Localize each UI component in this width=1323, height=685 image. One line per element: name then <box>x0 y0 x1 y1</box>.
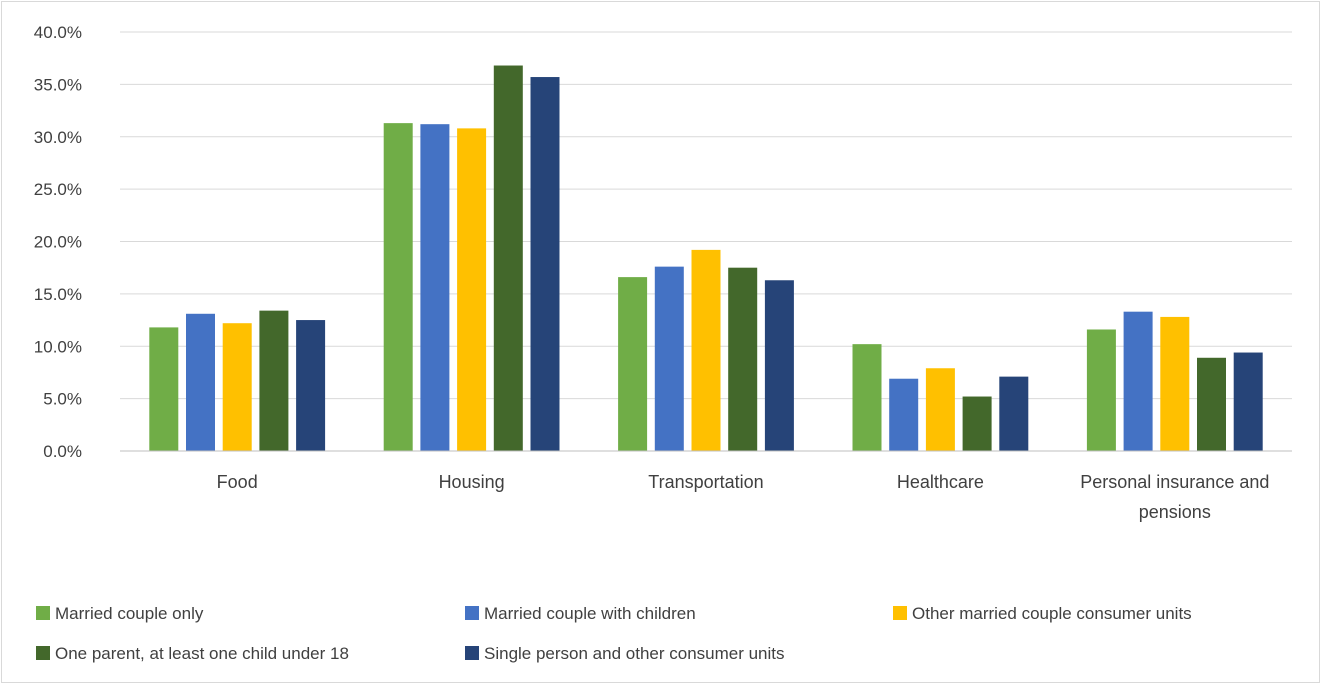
y-tick-label: 40.0% <box>34 23 82 42</box>
legend-swatch <box>893 606 907 620</box>
legend-swatch <box>465 606 479 620</box>
legend-label: Married couple with children <box>484 604 696 623</box>
legend-label: Other married couple consumer units <box>912 604 1192 623</box>
bar <box>1123 311 1153 451</box>
bar <box>925 368 955 451</box>
y-tick-label: 10.0% <box>34 337 82 356</box>
legend-label: One parent, at least one child under 18 <box>55 644 349 663</box>
bar <box>654 266 684 451</box>
bar <box>259 310 289 451</box>
x-category-label: pensions <box>1139 502 1211 522</box>
legend-swatch <box>36 646 50 660</box>
y-axis-tick-labels: 0.0% 5.0% 10.0% 15.0% 20.0% 25.0% 30.0% 35.0% 40… <box>34 23 82 461</box>
bar <box>186 313 215 451</box>
y-tick-label: 35.0% <box>34 75 82 94</box>
x-category-label: Food <box>217 472 258 492</box>
x-category-label: Housing <box>439 472 505 492</box>
bar <box>889 378 919 451</box>
bar <box>691 249 721 451</box>
bar <box>999 376 1029 451</box>
bar <box>222 323 252 451</box>
y-tick-label: 5.0% <box>43 390 82 409</box>
y-tick-label: 0.0% <box>43 442 82 461</box>
bar <box>1197 357 1226 451</box>
bar <box>962 396 992 451</box>
y-tick-label: 25.0% <box>34 180 82 199</box>
y-tick-label: 15.0% <box>34 285 82 304</box>
x-category-label: Healthcare <box>897 472 984 492</box>
legend-label: Married couple only <box>55 604 204 623</box>
bar <box>728 267 758 451</box>
bar <box>457 128 487 451</box>
bars <box>149 65 1263 452</box>
bar <box>764 280 794 451</box>
bar <box>618 277 648 451</box>
y-tick-label: 20.0% <box>34 233 82 252</box>
bar <box>1233 352 1263 451</box>
legend: Married couple only Married couple with c… <box>36 604 1192 663</box>
x-axis-category-labels: Food Housing Transportation Healthcare Perso… <box>217 472 1270 522</box>
bar <box>149 327 179 451</box>
legend-label: Single person and other consumer units <box>484 644 785 663</box>
bar <box>1086 329 1116 451</box>
legend-swatch <box>465 646 479 660</box>
bar <box>420 124 450 452</box>
bar <box>852 344 882 451</box>
x-category-label: Personal insurance and <box>1080 472 1269 492</box>
bar <box>493 65 523 452</box>
bar <box>296 320 326 451</box>
x-category-label: Transportation <box>648 472 763 492</box>
bar <box>1160 316 1190 451</box>
y-tick-label: 30.0% <box>34 128 82 147</box>
bar <box>530 77 560 451</box>
legend-swatch <box>36 606 50 620</box>
bar <box>383 123 413 451</box>
